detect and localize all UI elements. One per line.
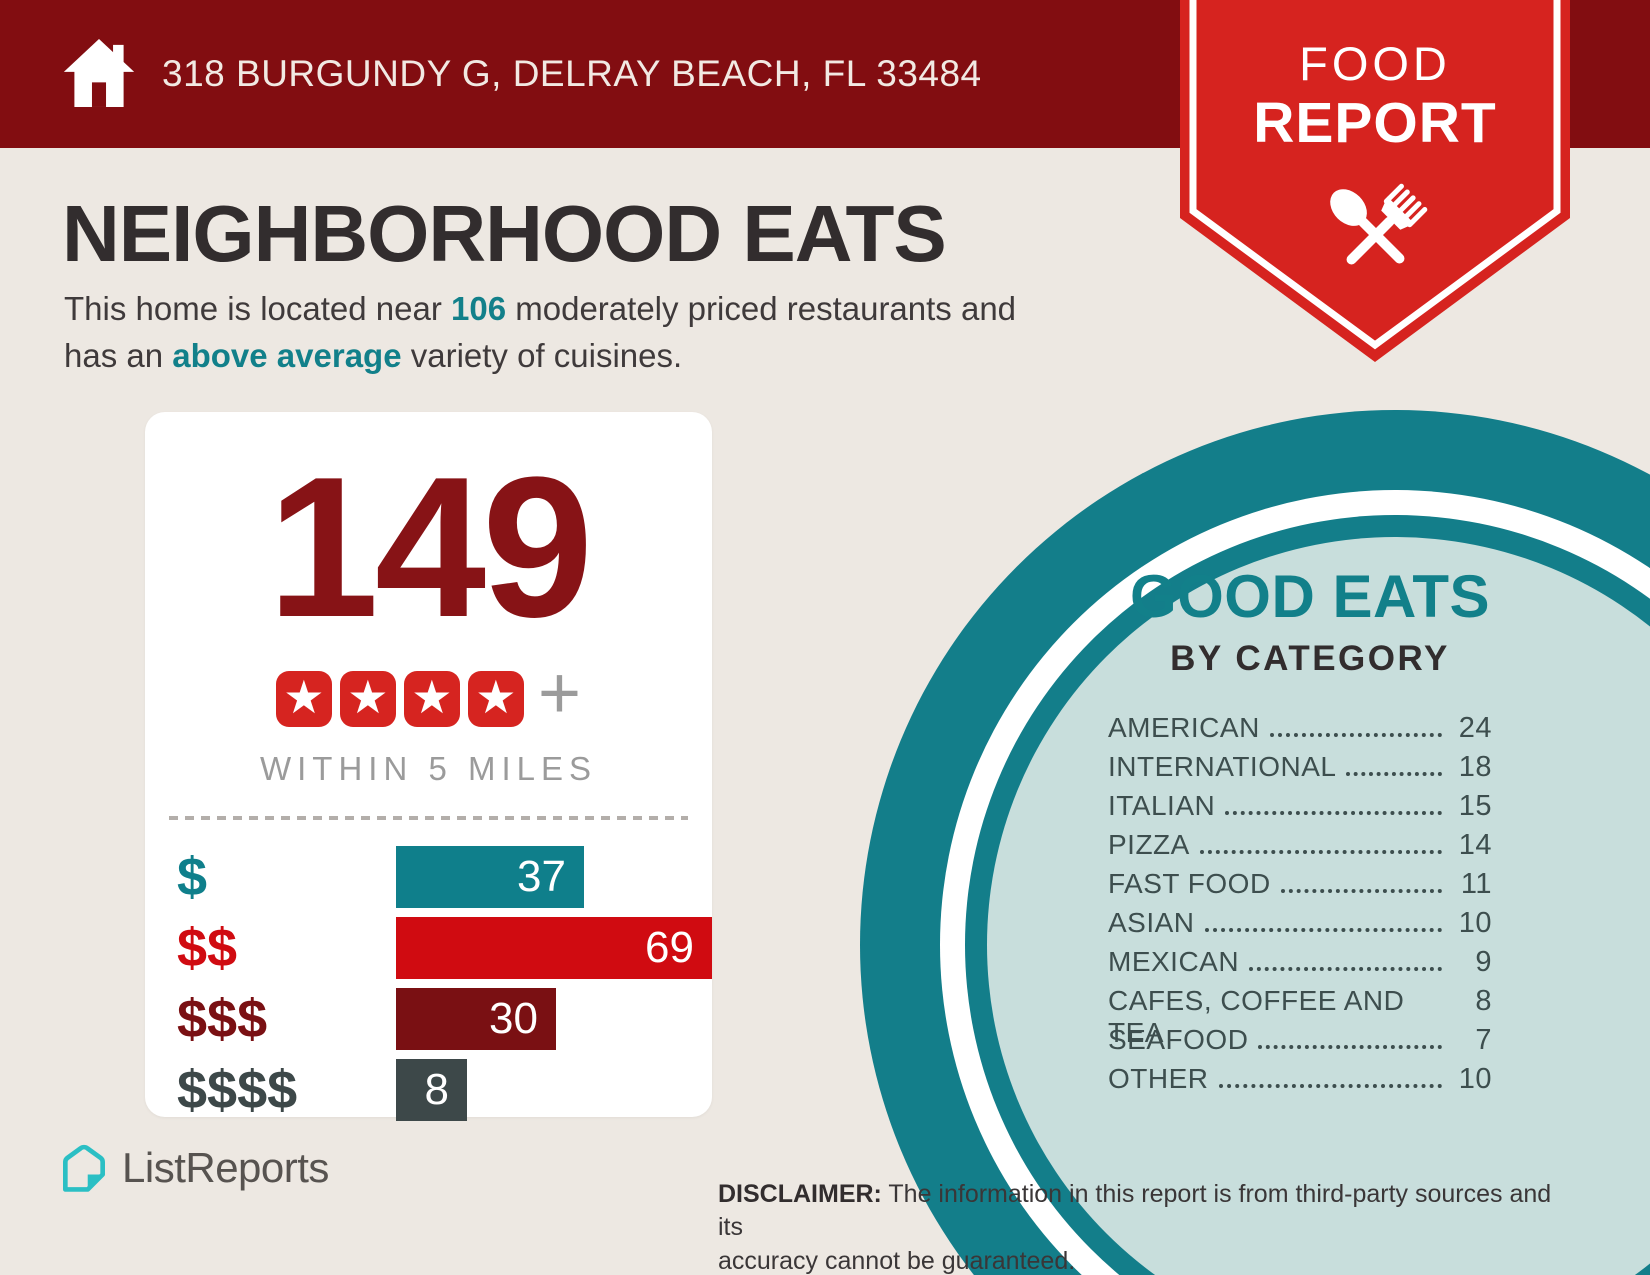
good-eats-subtitle: BY CATEGORY [1170, 639, 1450, 678]
category-row: CAFES, COFFEE AND TEA 8 [1108, 985, 1492, 1048]
category-value: 10 [1458, 907, 1492, 939]
category-value: 11 [1460, 868, 1492, 900]
category-row: AMERICAN 24 [1108, 712, 1492, 744]
star-icon: ★ [467, 671, 524, 727]
price-bar: 37 [396, 846, 584, 908]
listreports-wordmark: ListReports [122, 1144, 329, 1191]
star-icon: ★ [275, 671, 332, 727]
category-row: SEAFOOD 7 [1108, 1024, 1492, 1056]
category-value: 10 [1458, 1063, 1492, 1095]
category-row: PIZZA 14 [1108, 829, 1492, 861]
dotted-leader [1280, 889, 1442, 893]
ribbon-title-line2: REPORT [1253, 91, 1497, 155]
price-bar-value: 30 [489, 994, 538, 1043]
price-bar-row: $37 [145, 846, 712, 908]
listreports-house-icon [62, 1144, 105, 1192]
price-level-label: $$$ [177, 989, 268, 1049]
category-row: INTERNATIONAL 18 [1108, 751, 1492, 783]
page-subtitle: This home is located near 106 moderately… [64, 286, 1016, 380]
dotted-leader [1346, 772, 1442, 776]
category-label: ASIAN [1108, 907, 1195, 938]
price-level-label: $$$$ [177, 1060, 298, 1120]
plus-sign: + [537, 651, 582, 734]
dotted-leader [1225, 811, 1442, 815]
subtitle-text: This home is located near [64, 290, 452, 327]
ribbon-shape [1180, 0, 1570, 362]
ribbon-title-line1: FOOD [1299, 37, 1451, 90]
price-bar-value: 69 [645, 923, 694, 972]
star-icon: ★ [339, 671, 396, 727]
restaurant-count-highlight: 106 [451, 290, 507, 327]
price-bar-row: $$ 69 [145, 917, 712, 979]
disclaimer-line1: The information in this report is from t… [718, 1180, 1552, 1242]
category-row: MEXICAN 9 [1108, 946, 1492, 978]
variety-highlight: above average [172, 336, 402, 374]
category-label: PIZZA [1108, 829, 1190, 860]
disclaimer-label: DISCLAIMER: [718, 1180, 882, 1208]
category-value: 18 [1458, 751, 1492, 783]
restaurant-count: 149 [267, 436, 594, 659]
category-row: FAST FOOD 11 [1108, 868, 1492, 900]
dotted-leader [1269, 733, 1442, 737]
category-label: INTERNATIONAL [1108, 751, 1337, 782]
dotted-leader [1249, 967, 1442, 971]
category-value: 8 [1475, 985, 1492, 1017]
food-report-ribbon: FOOD REPORT [1180, 0, 1570, 372]
category-row: OTHER 10 [1108, 1063, 1492, 1095]
dotted-leader [1258, 1045, 1442, 1049]
dotted-leader [1204, 928, 1442, 932]
home-icon [63, 39, 135, 107]
category-label: CAFES, COFFEE AND TEA [1108, 985, 1405, 1048]
category-row: ASIAN 10 [1108, 907, 1492, 939]
category-value: 15 [1458, 790, 1492, 822]
price-bar: 8 [396, 1059, 467, 1121]
subtitle-text: variety of cuisines. [401, 336, 683, 374]
category-label: AMERICAN [1108, 712, 1260, 743]
price-bars: $37 $$ 69 $$$ 30 $$$$ 8 [145, 846, 712, 1121]
within-miles-label: WITHIN 5 MILES [259, 750, 598, 787]
stars-row: ★ ★ ★ ★ + [145, 656, 712, 736]
property-address: 318 BURGUNDY G, DELRAY BEACH, FL 33484 [162, 53, 982, 94]
category-value: 9 [1475, 946, 1492, 978]
category-label: FAST FOOD [1108, 868, 1271, 899]
page-title: NEIGHBORHOOD EATS [62, 189, 947, 278]
price-bar: 69 [395, 917, 712, 979]
category-value: 24 [1458, 712, 1492, 744]
crossed-spoon-fork-icon [1330, 183, 1428, 265]
star-rating: ★ ★ ★ ★ [275, 671, 524, 727]
dashed-divider [169, 816, 688, 820]
category-value: 14 [1458, 829, 1492, 861]
disclaimer: DISCLAIMER: The information in this repo… [718, 1178, 1563, 1275]
category-list: AMERICAN 24 INTERNATIONAL 18 ITALIAN 15 PIZZA 1… [1108, 712, 1492, 1102]
category-label: OTHER [1108, 1063, 1209, 1094]
listreports-logo: ListReports [56, 1140, 329, 1196]
price-bar-row: $$$$ 8 [145, 1059, 712, 1121]
category-label: ITALIAN [1108, 790, 1216, 821]
good-eats-title: GOOD EATS [1129, 563, 1491, 630]
restaurant-stats-card: 149 ★ ★ ★ ★ + WITHIN 5 MILES $37 $$ 69 $$$ 30 $$… [145, 412, 712, 1121]
price-bar-value: 37 [517, 852, 566, 901]
category-value: 7 [1475, 1024, 1492, 1056]
price-level-label: $ [177, 847, 208, 907]
price-level-label: $$ [177, 918, 238, 978]
price-bar: 30 [396, 988, 556, 1050]
dotted-leader [1218, 1084, 1442, 1088]
price-bar-value: 8 [424, 1065, 449, 1114]
price-bar-row: $$$ 30 [145, 988, 712, 1050]
subtitle-text: moderately priced restaurants and [506, 290, 1017, 327]
disclaimer-line2: accuracy cannot be guaranteed. [718, 1246, 1076, 1275]
subtitle-text: has an [64, 336, 173, 374]
good-eats-heading: GOOD EATS BY CATEGORY [1040, 562, 1580, 679]
category-label: MEXICAN [1108, 946, 1240, 977]
category-row: ITALIAN 15 [1108, 790, 1492, 822]
dotted-leader [1199, 850, 1442, 854]
category-label: SEAFOOD [1108, 1024, 1249, 1055]
star-icon: ★ [403, 671, 460, 727]
